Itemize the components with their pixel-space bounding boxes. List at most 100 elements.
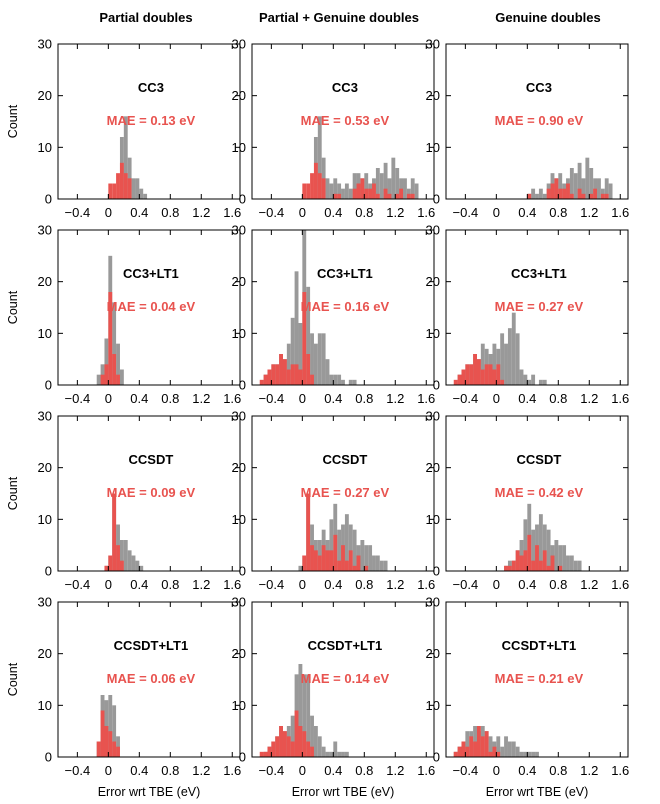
y-tick-label: 30 (232, 595, 246, 610)
x-tick-label: 0.4 (324, 577, 342, 592)
gray-bar (492, 343, 497, 385)
gray-bar (108, 695, 113, 757)
gray-bar (496, 736, 501, 757)
red-bar (282, 731, 287, 757)
red-bar (298, 726, 303, 757)
red-bar (271, 741, 276, 757)
red-bar (344, 560, 349, 571)
red-bar (372, 183, 376, 199)
x-tick-label: 0 (299, 391, 306, 406)
gray-bar (135, 560, 140, 571)
red-bar (581, 193, 586, 199)
method-label: CC3 (332, 80, 358, 95)
gray-bar (507, 328, 512, 385)
mae-label: MAE = 0.27 eV (301, 485, 390, 500)
column-title-partial-genuine: Partial + Genuine doubles (259, 10, 419, 25)
red-bar (275, 736, 280, 757)
gray-bar (372, 555, 376, 571)
x-tick-label: 0.4 (518, 391, 536, 406)
x-tick-label: 0.8 (161, 391, 179, 406)
y-tick-label: 10 (232, 140, 246, 155)
y-tick-label: 10 (232, 326, 246, 341)
gray-bar (302, 674, 307, 757)
gray-bar (597, 178, 601, 199)
x-tick-label: 0.8 (549, 205, 567, 220)
method-label: CC3 (138, 80, 164, 95)
gray-bar (325, 751, 330, 757)
red-bar (112, 183, 117, 199)
red-bar (310, 746, 314, 757)
gray-bar (581, 178, 586, 199)
mae-label: MAE = 0.09 eV (107, 485, 196, 500)
gray-bar (527, 751, 532, 757)
red-bar (360, 178, 365, 199)
red-bar (123, 173, 128, 199)
x-axis-label: Error wrt TBE (eV) (292, 785, 395, 799)
gray-bar (298, 664, 303, 757)
red-bar (492, 746, 497, 757)
x-tick-label: 0.8 (549, 763, 567, 778)
gray-bar (531, 751, 536, 757)
x-tick-label: 0.8 (549, 577, 567, 592)
x-tick-label: 0.8 (161, 205, 179, 220)
gray-bar (368, 545, 373, 571)
red-bar (112, 354, 117, 385)
x-tick-label: 0.4 (130, 763, 148, 778)
gray-bar (554, 540, 559, 571)
red-bar (368, 188, 373, 199)
gray-bar (306, 286, 311, 385)
gray-bar (290, 715, 295, 757)
red-bar (410, 193, 415, 199)
red-bar (546, 188, 551, 199)
y-tick-label: 30 (232, 223, 246, 238)
panel-cc3-col1: 0 10 20 30 −0.4 0 0.4 0.8 1.2 1.6 CC3 MAE = 0.53 eV (232, 37, 436, 221)
y-tick-label: 20 (426, 274, 440, 289)
y-tick-label: 20 (232, 646, 246, 661)
mae-label: MAE = 0.27 eV (495, 299, 584, 314)
x-tick-label: −0.4 (65, 205, 91, 220)
gray-bar (364, 545, 369, 571)
gray-bar (329, 183, 334, 199)
y-tick-label: 10 (38, 140, 52, 155)
y-tick-label: 20 (426, 88, 440, 103)
red-bar (259, 379, 264, 385)
red-bar (263, 751, 268, 757)
gray-bar (348, 524, 353, 571)
red-bar (480, 369, 485, 385)
plot-frame (251, 229, 435, 386)
gray-bar (135, 178, 140, 199)
gray-bar (321, 333, 326, 385)
gray-bar (383, 560, 388, 571)
gray-bar (341, 379, 345, 385)
red-bar (538, 560, 543, 571)
red-bar (108, 292, 113, 385)
mae-label: MAE = 0.42 eV (495, 485, 584, 500)
x-tick-label: 0.4 (324, 391, 342, 406)
gray-bar (577, 162, 582, 199)
gray-bar (542, 524, 547, 571)
gray-bar (542, 193, 547, 199)
red-bar (282, 359, 287, 385)
plot-frame (445, 601, 629, 758)
red-bar (484, 731, 489, 757)
x-tick-label: 1.2 (192, 391, 210, 406)
gray-bar (387, 178, 392, 199)
x-tick-label: 1.2 (580, 391, 598, 406)
x-tick-label: −0.4 (453, 391, 479, 406)
gray-bar (317, 116, 322, 199)
panel-ccsdt-col1: 0 10 20 30 −0.4 0 0.4 0.8 1.2 1.6 CCSDT MAE = 0.27 … (232, 409, 436, 593)
y-tick-label: 10 (426, 512, 440, 527)
method-label: CCSDT+LT1 (308, 638, 383, 653)
red-bar (375, 193, 380, 199)
gray-bar (519, 369, 524, 385)
red-bar (310, 173, 314, 199)
gray-bar (531, 529, 536, 571)
gray-bar (538, 379, 543, 385)
x-tick-label: 0.4 (518, 763, 536, 778)
gray-bar (313, 343, 318, 385)
gray-bar (465, 731, 470, 757)
x-tick-label: 1.2 (386, 577, 404, 592)
y-tick-label: 10 (426, 140, 440, 155)
red-bar (313, 550, 318, 571)
x-tick-label: 0.4 (130, 391, 148, 406)
